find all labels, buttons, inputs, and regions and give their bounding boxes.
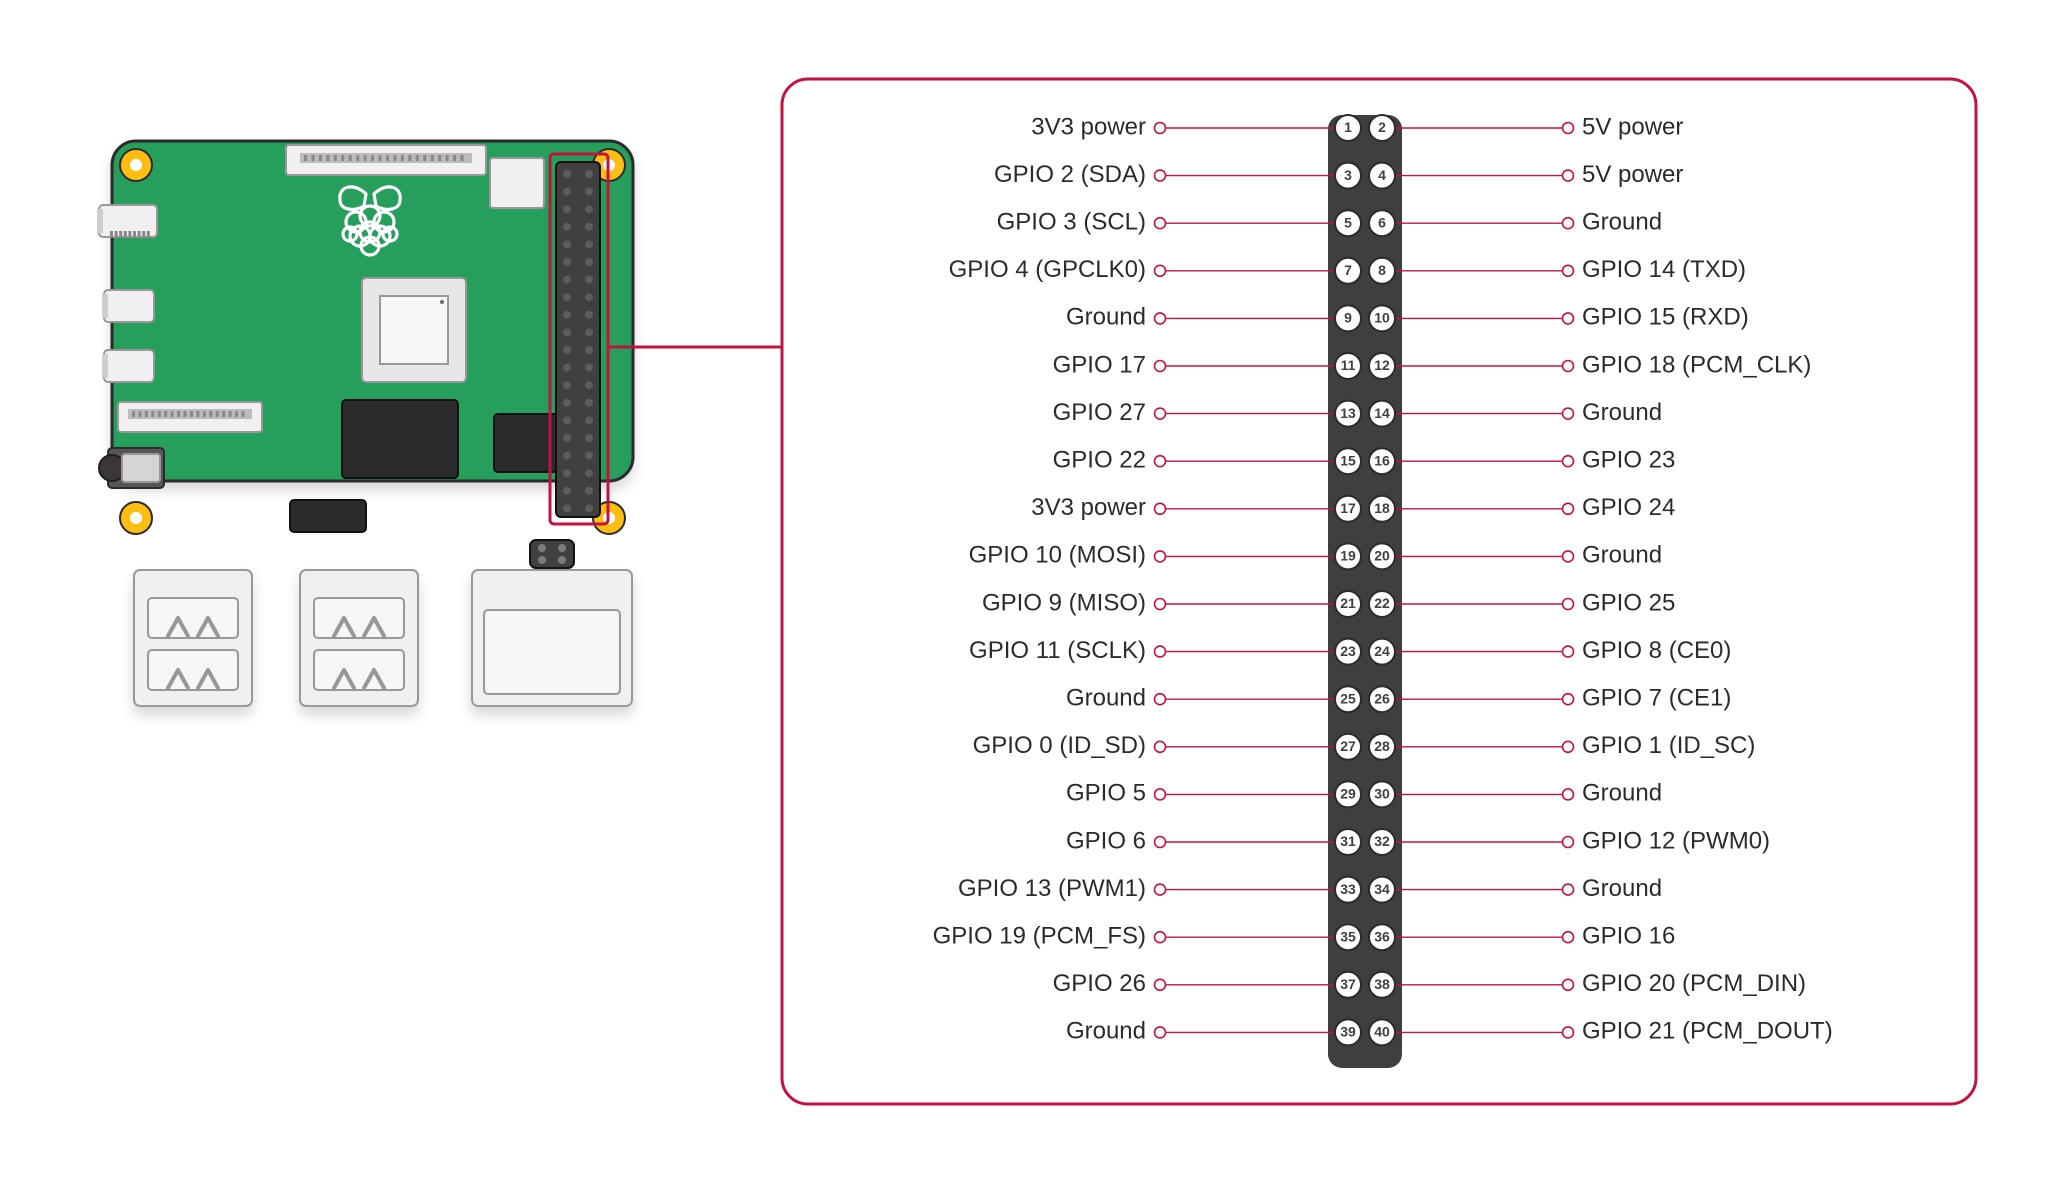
pin-29-label: GPIO 5 [1066,780,1146,807]
pin-31-number: 31 [1340,833,1356,849]
raspberry-pi-board [97,141,633,706]
pin-15-number: 15 [1340,452,1356,468]
pin-34-label: Ground [1582,875,1662,902]
pin-13-label: GPIO 27 [1053,399,1146,426]
pin-16-number: 16 [1374,452,1390,468]
pin-19-number: 19 [1340,548,1356,564]
pin-8-number: 8 [1378,262,1386,278]
pin-27-number: 27 [1340,738,1356,754]
pin-31-label: GPIO 6 [1066,827,1146,854]
gpio-header [1328,115,1402,1068]
pin-33-number: 33 [1340,881,1356,897]
pin-32-label: GPIO 12 (PWM0) [1582,827,1770,854]
pin-12-label: GPIO 18 (PCM_CLK) [1582,351,1811,378]
pin-17-label: 3V3 power [1031,494,1146,521]
pin-5-label: GPIO 3 (SCL) [997,209,1146,236]
pin-20-number: 20 [1374,548,1390,564]
pin-40-label: GPIO 21 (PCM_DOUT) [1582,1018,1833,1045]
pin-38-number: 38 [1374,976,1390,992]
pin-30-label: Ground [1582,780,1662,807]
pin-25-label: Ground [1066,685,1146,712]
pin-30-number: 30 [1374,786,1390,802]
pin-15-label: GPIO 22 [1053,447,1146,474]
pin-40-number: 40 [1374,1024,1390,1040]
pin-10-number: 10 [1374,310,1390,326]
pin-37-label: GPIO 26 [1053,970,1146,997]
pin-26-number: 26 [1374,690,1390,706]
pin-26-label: GPIO 7 (CE1) [1582,685,1731,712]
pin-13-number: 13 [1340,405,1356,421]
pin-9-number: 9 [1344,310,1352,326]
pin-10-label: GPIO 15 (RXD) [1582,304,1749,331]
pin-27-label: GPIO 0 (ID_SD) [973,732,1146,759]
pin-24-label: GPIO 8 (CE0) [1582,637,1731,664]
pin-32-number: 32 [1374,833,1390,849]
pin-22-label: GPIO 25 [1582,589,1675,616]
pin-22-number: 22 [1374,595,1390,611]
pin-3-label: GPIO 2 (SDA) [994,161,1146,188]
pin-21-number: 21 [1340,595,1356,611]
pin-1-label: 3V3 power [1031,113,1146,140]
pin-24-number: 24 [1374,643,1390,659]
pin-14-number: 14 [1374,405,1390,421]
pin-20-label: Ground [1582,542,1662,569]
pin-11-label: GPIO 17 [1053,351,1146,378]
pin-25-number: 25 [1340,690,1356,706]
pin-4-number: 4 [1378,167,1386,183]
pin-37-number: 37 [1340,976,1356,992]
pin-29-number: 29 [1340,786,1356,802]
pin-4-label: 5V power [1582,161,1683,188]
pin-38-label: GPIO 20 (PCM_DIN) [1582,970,1806,997]
pin-28-label: GPIO 1 (ID_SC) [1582,732,1755,759]
pin-9-label: Ground [1066,304,1146,331]
pin-39-label: Ground [1066,1018,1146,1045]
pin-36-label: GPIO 16 [1582,923,1675,950]
pin-14-label: Ground [1582,399,1662,426]
pin-3-number: 3 [1344,167,1352,183]
pin-19-label: GPIO 10 (MOSI) [969,542,1146,569]
pin-35-label: GPIO 19 (PCM_FS) [933,923,1146,950]
pin-2-label: 5V power [1582,113,1683,140]
pin-2-number: 2 [1378,119,1386,135]
pin-1-number: 1 [1344,119,1352,135]
pin-12-number: 12 [1374,357,1390,373]
pin-8-label: GPIO 14 (TXD) [1582,256,1746,283]
pin-36-number: 36 [1374,928,1390,944]
pin-17-number: 17 [1340,500,1356,516]
pin-18-number: 18 [1374,500,1390,516]
pin-23-number: 23 [1340,643,1356,659]
pin-39-number: 39 [1340,1024,1356,1040]
pin-5-number: 5 [1344,214,1352,230]
pin-6-label: Ground [1582,209,1662,236]
pin-34-number: 34 [1374,881,1390,897]
pin-21-label: GPIO 9 (MISO) [982,589,1146,616]
pin-7-number: 7 [1344,262,1352,278]
pin-18-label: GPIO 24 [1582,494,1675,521]
pin-16-label: GPIO 23 [1582,447,1675,474]
pin-6-number: 6 [1378,214,1386,230]
pinout-diagram: 1 3V3 power 2 5V power 3 GPIO 2 (SDA) 4 5V powe… [0,0,2064,1185]
pin-23-label: GPIO 11 (SCLK) [969,637,1146,664]
pin-11-number: 11 [1341,357,1356,373]
pin-33-label: GPIO 13 (PWM1) [958,875,1146,902]
pin-7-label: GPIO 4 (GPCLK0) [949,256,1146,283]
pin-35-number: 35 [1340,928,1356,944]
pin-28-number: 28 [1374,738,1390,754]
